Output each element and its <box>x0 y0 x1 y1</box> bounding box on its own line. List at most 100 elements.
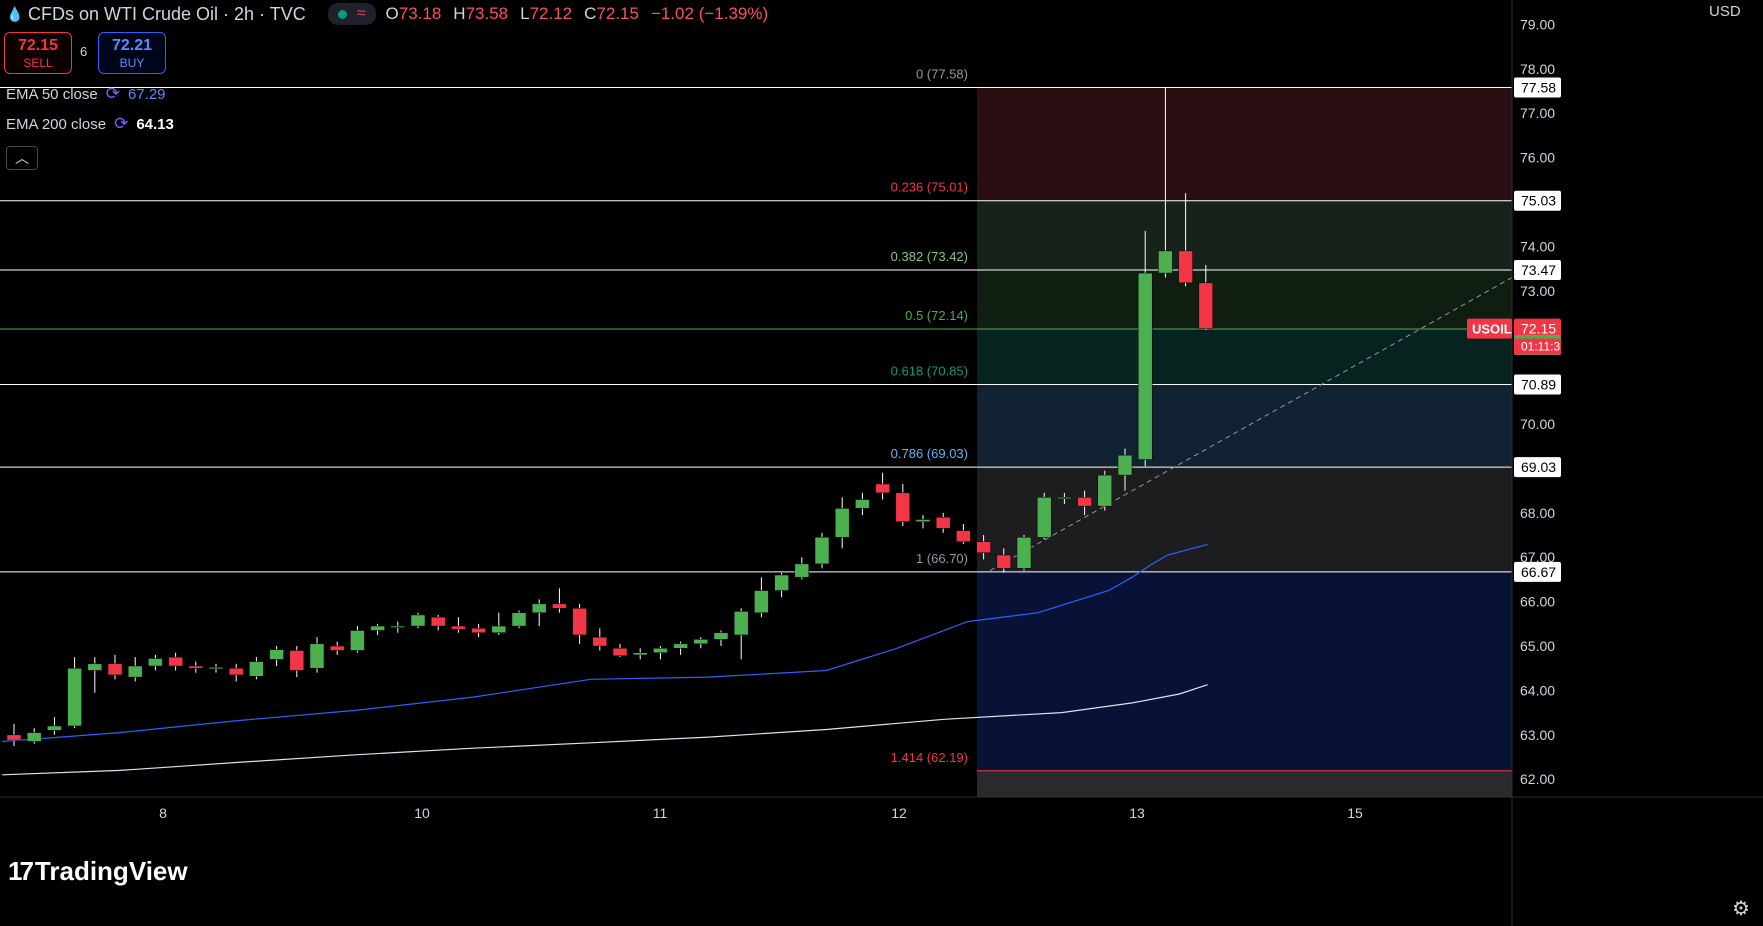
candle-body <box>1036 497 1052 538</box>
price-label-box <box>1514 374 1561 395</box>
candle-body <box>269 649 284 660</box>
price-tick-label: 78.00 <box>1520 61 1555 77</box>
ema200-line <box>2 684 1208 776</box>
buy-price: 72.21 <box>111 37 153 54</box>
fib-zone <box>977 467 1512 572</box>
tradingview-logo[interactable]: 17 TradingView <box>8 856 188 887</box>
chart-header: 💧 CFDs on WTI Crude Oil · 2h · TVC ≈ O73… <box>6 2 780 26</box>
candle-body <box>834 508 850 538</box>
candle-body <box>47 725 62 731</box>
sell-button[interactable]: 72.15 SELL <box>4 32 72 74</box>
data-status-icon: ≈ <box>356 5 366 22</box>
currency-label[interactable]: USD <box>1709 3 1741 20</box>
candle-body <box>430 616 446 627</box>
price-label-text: 66.67 <box>1521 564 1556 580</box>
price-tick-label: 74.00 <box>1520 238 1555 254</box>
ema50-legend[interactable]: EMA 50 close ⟳ 67.29 <box>6 84 166 104</box>
candle-body <box>168 656 183 667</box>
fib-zone <box>977 87 1512 201</box>
time-tick-label: 8 <box>159 805 167 821</box>
collapse-legend-button[interactable]: ︿ <box>6 146 38 170</box>
candle-body <box>390 625 406 628</box>
candle-body <box>935 517 951 529</box>
candle-body <box>713 632 729 640</box>
candle-body <box>289 650 305 671</box>
price-tick-label: 73.00 <box>1520 283 1555 299</box>
price-label-box <box>1514 318 1561 339</box>
price-label-text: 72.15 <box>1521 321 1556 337</box>
oil-drop-icon: 💧 <box>6 5 24 22</box>
candle-body <box>350 630 365 651</box>
candle-body <box>592 636 608 647</box>
fib-label: 0.618 (70.85) <box>891 364 968 379</box>
time-tick-label: 15 <box>1347 805 1363 821</box>
ema200-label: EMA 200 close <box>6 115 107 133</box>
tradingview-wordmark: TradingView <box>34 856 188 886</box>
ohlc-value: 73.18 <box>398 4 442 23</box>
candle-body <box>915 519 931 522</box>
candle-body <box>1178 250 1193 284</box>
symbol-tag-box <box>1467 318 1512 339</box>
ema200-value: 64.13 <box>136 115 174 133</box>
price-tick-label: 63.00 <box>1520 727 1555 743</box>
candle-body <box>572 608 587 636</box>
candle-body <box>26 732 42 742</box>
fib-zone <box>977 269 1512 330</box>
candle-body <box>895 492 911 522</box>
symbol-title[interactable]: CFDs on WTI Crude Oil · 2h · TVC <box>28 3 306 24</box>
price-tick-label: 66.00 <box>1520 594 1555 610</box>
countdown-box <box>1514 338 1561 355</box>
candle-body <box>148 658 163 667</box>
candle-body <box>754 590 769 613</box>
candle-body <box>471 628 486 633</box>
candle-body <box>1077 497 1092 507</box>
price-tick-label: 64.00 <box>1520 682 1555 698</box>
candle-body <box>531 603 547 613</box>
fib-zone <box>977 200 1512 270</box>
price-label-text: 77.58 <box>1521 79 1556 95</box>
ema200-loading-icon: ⟳ <box>114 114 129 133</box>
chevron-up-icon: ︿ <box>15 150 29 166</box>
candle-body <box>87 663 103 671</box>
market-open-dot-icon <box>337 9 347 19</box>
ohlc-value: 73.58 <box>465 4 509 23</box>
price-label-box <box>1514 457 1561 478</box>
candle-body <box>855 499 870 509</box>
ohlc-key: O <box>385 4 399 23</box>
candle-body <box>1097 474 1113 507</box>
candle-body <box>249 661 264 677</box>
price-tick-label: 79.00 <box>1520 16 1555 32</box>
market-status[interactable]: ≈ <box>327 3 376 25</box>
sell-price: 72.15 <box>17 37 59 54</box>
fib-zone <box>977 329 1512 385</box>
candle-body <box>875 483 890 494</box>
ema50-line <box>2 543 1208 743</box>
price-tick-label: 70.00 <box>1520 416 1555 432</box>
price-label-box <box>1514 561 1561 582</box>
price-tick-label: 65.00 <box>1520 638 1555 654</box>
candle-body <box>693 639 709 645</box>
ohlc-values: O73.18 H73.58 L72.12 C72.15 −1.02 (−1.39%) <box>386 4 781 24</box>
ohlc-key: C <box>584 4 597 23</box>
candle-body <box>612 648 628 657</box>
time-tick-label: 10 <box>414 805 430 821</box>
ema200-legend[interactable]: EMA 200 close ⟳ 64.13 <box>6 114 174 134</box>
fib-label: 1 (66.70) <box>916 551 968 566</box>
price-tick-label: 67.00 <box>1520 549 1555 565</box>
ema50-loading-icon: ⟳ <box>105 84 120 103</box>
candle-body <box>976 541 991 554</box>
price-label-box <box>1514 259 1561 280</box>
fib-label: 0.236 (75.01) <box>891 180 968 195</box>
candle-body <box>814 537 830 565</box>
settings-gear-icon[interactable]: ⚙ <box>1732 898 1750 920</box>
price-label-text: 73.47 <box>1521 262 1556 278</box>
candle-body <box>491 625 507 633</box>
price-tick-label: 62.00 <box>1520 771 1555 787</box>
candle-body <box>733 611 749 636</box>
candle-body <box>1198 282 1214 329</box>
buy-label: BUY <box>119 56 145 70</box>
spread-value: 6 <box>80 44 88 59</box>
buy-button[interactable]: 72.21 BUY <box>98 32 166 74</box>
candle-body <box>6 734 22 741</box>
